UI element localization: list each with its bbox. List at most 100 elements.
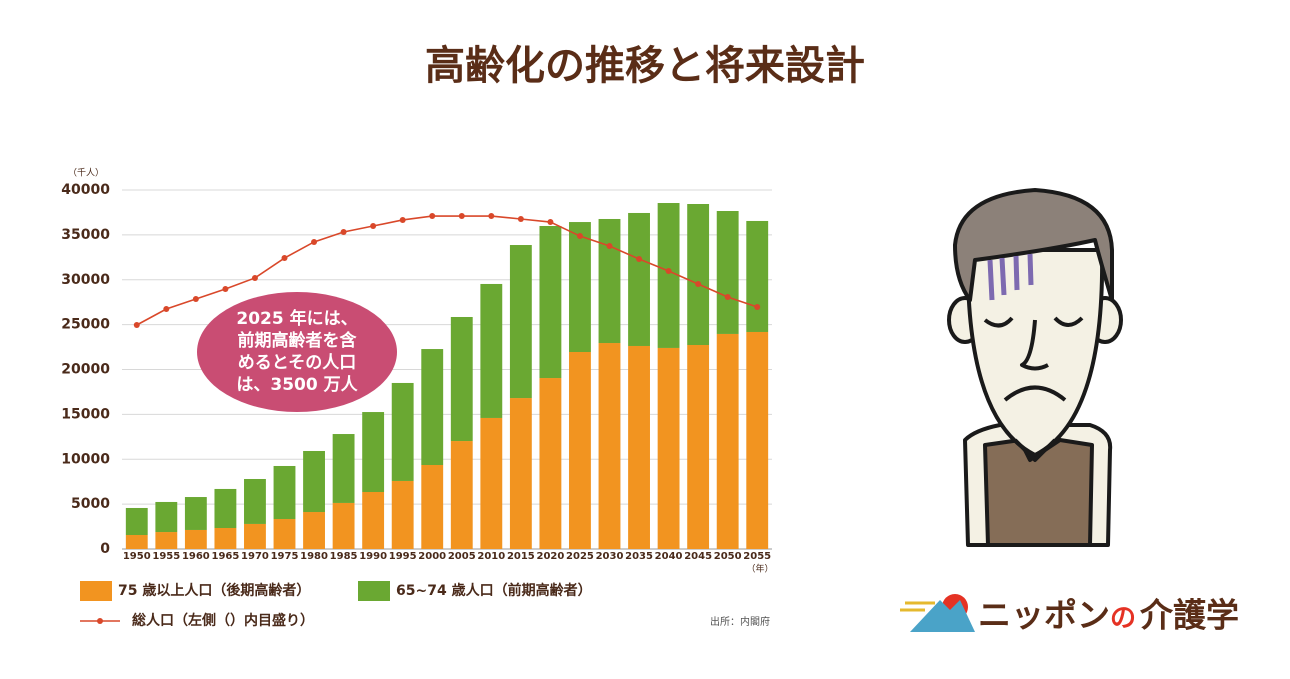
x-tick-label: 2025 xyxy=(566,551,594,562)
bar-segment xyxy=(125,534,148,549)
y-tick-label: 40000 xyxy=(61,182,110,198)
line-point xyxy=(399,216,406,223)
x-tick-label: 2010 xyxy=(477,551,505,562)
bar-segment xyxy=(391,480,414,549)
line-point xyxy=(576,233,583,240)
x-tick-label: 2040 xyxy=(655,551,683,562)
bar-segment xyxy=(125,507,148,535)
x-tick-label: 1995 xyxy=(389,551,417,562)
bar-segment xyxy=(184,497,207,530)
line-point xyxy=(754,304,761,311)
y-tick-label: 35000 xyxy=(61,227,110,243)
y-tick-label: 10000 xyxy=(61,451,110,467)
line-point xyxy=(547,219,554,226)
bar-segment xyxy=(391,382,414,481)
x-tick-label: 2020 xyxy=(536,551,564,562)
bar-segment xyxy=(244,523,266,549)
logo-text: 介護学 xyxy=(1140,596,1239,635)
bar-segment xyxy=(657,347,680,549)
callout-text: は、3500 万人 xyxy=(236,375,358,395)
illustration xyxy=(947,188,1123,547)
bar-segment xyxy=(598,343,621,549)
line-point xyxy=(281,255,288,262)
callout-text: 前期高齢者を含 xyxy=(238,330,358,351)
y-tick-label: 5000 xyxy=(71,496,110,512)
bar-segment xyxy=(450,316,473,442)
bar-segment xyxy=(362,412,385,493)
line-point xyxy=(163,306,170,313)
y-tick-label: 30000 xyxy=(61,272,110,288)
x-tick-label: 1990 xyxy=(359,551,387,562)
callout-text: 2025 年には、 xyxy=(236,308,357,329)
x-tick-label: 1980 xyxy=(300,551,328,562)
x-tick-label: 2015 xyxy=(507,551,535,562)
line-point xyxy=(251,274,258,281)
line-point xyxy=(665,268,672,275)
line-point xyxy=(340,229,347,236)
bar-segment xyxy=(303,512,325,549)
callout-text: めるとその人口 xyxy=(238,353,357,373)
x-tick-label: 2005 xyxy=(448,551,476,562)
source: 出所：内閣府 xyxy=(710,615,770,628)
x-tick-label: 1950 xyxy=(123,551,151,562)
bar-segment xyxy=(628,345,650,549)
line-point xyxy=(370,222,377,229)
x-tick-label: 1955 xyxy=(152,551,180,562)
y-tick-label: 25000 xyxy=(61,317,110,333)
bar-segment xyxy=(450,441,473,549)
bar-segment xyxy=(155,501,178,533)
bar-segment xyxy=(421,464,444,549)
legend-label: 65~74 歳人口（前期高齢者） xyxy=(396,582,592,599)
bar-segment xyxy=(332,434,355,503)
bar-segment xyxy=(184,529,207,549)
callout xyxy=(197,292,397,412)
logo-text: ニッポン xyxy=(978,596,1110,635)
y-tick-label: 15000 xyxy=(61,406,110,422)
line-point xyxy=(517,215,524,222)
logo-text: の xyxy=(1110,604,1136,634)
bar-segment xyxy=(244,478,266,524)
chart-title: 高齢化の推移と将来設計 xyxy=(425,43,865,89)
line-point xyxy=(458,213,465,220)
y-tick-label: 0 xyxy=(100,541,110,557)
bar-segment xyxy=(569,222,591,352)
line-point xyxy=(222,285,229,292)
line-point xyxy=(311,238,318,245)
bar-segment xyxy=(569,351,591,549)
x-tick-label: 1965 xyxy=(211,551,239,562)
bar-segment xyxy=(539,378,562,549)
legend-label: 総人口（左側（）内目盛り） xyxy=(132,612,314,629)
y-unit: （千人） xyxy=(68,168,104,179)
bar-segment xyxy=(273,465,296,520)
y-tick-label: 20000 xyxy=(61,362,110,378)
legend-swatch xyxy=(80,581,112,601)
x-tick-label: 1985 xyxy=(330,551,358,562)
line-point xyxy=(429,213,436,220)
bar-segment xyxy=(687,204,710,345)
legend-label: 75 歳以上人口（後期高齢者） xyxy=(118,582,310,599)
bar-segment xyxy=(214,488,237,528)
line-point xyxy=(192,295,199,302)
x-tick-label: 1960 xyxy=(182,551,210,562)
bar-segment xyxy=(421,349,444,465)
bar-segment xyxy=(598,218,621,344)
x-tick-label: 2050 xyxy=(714,551,742,562)
logo-wind xyxy=(900,601,935,612)
x-tick-label: 2000 xyxy=(418,551,446,562)
line-point xyxy=(133,321,140,328)
bar-segment xyxy=(628,212,650,346)
bar-segment xyxy=(716,211,739,334)
bar-segment xyxy=(303,450,325,513)
bar-segment xyxy=(509,398,532,549)
bar-segment xyxy=(746,331,769,549)
line-point xyxy=(636,256,643,263)
bar-segment xyxy=(716,333,739,549)
bar-segment xyxy=(273,519,296,549)
x-tick-label: 2045 xyxy=(684,551,712,562)
logo-mountain xyxy=(910,600,975,632)
bar-segment xyxy=(362,492,385,549)
line-point xyxy=(606,243,613,250)
bar-segment xyxy=(687,344,710,549)
legend-point xyxy=(97,618,103,624)
